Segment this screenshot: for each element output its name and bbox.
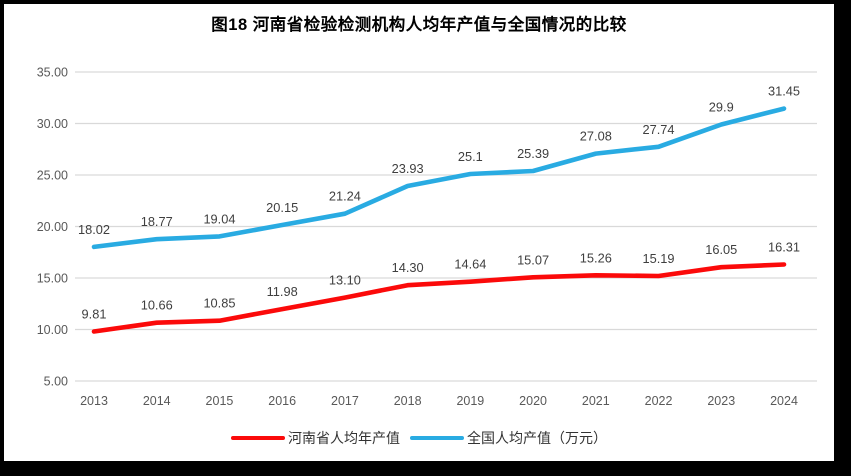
- y-tick-label: 30.00: [37, 117, 68, 131]
- data-label: 20.15: [266, 200, 298, 215]
- data-label: 21.24: [329, 189, 361, 204]
- x-tick-label: 2015: [206, 394, 234, 408]
- data-label: 29.9: [709, 100, 734, 115]
- data-label: 13.10: [329, 273, 361, 288]
- x-tick-label: 2020: [519, 394, 547, 408]
- data-label: 19.04: [203, 211, 235, 226]
- data-label: 18.02: [78, 222, 110, 237]
- y-tick-label: 35.00: [37, 66, 68, 80]
- legend-label-national: 全国人均产值（万元）: [467, 430, 607, 446]
- chart-title: 图18 河南省检验检测机构人均年产值与全国情况的比较: [211, 16, 627, 34]
- x-tick-label: 2019: [456, 394, 484, 408]
- data-label: 27.74: [643, 122, 675, 137]
- chart-legend: 河南省人均年产值 全国人均产值（万元）: [4, 427, 834, 449]
- data-label: 15.19: [643, 251, 675, 266]
- legend-item-henan: 河南省人均年产值: [231, 428, 400, 448]
- data-label: 25.1: [458, 149, 483, 164]
- series-line: [91, 106, 787, 250]
- data-label: 15.07: [517, 252, 549, 267]
- y-tick-label: 5.00: [44, 375, 68, 389]
- legend-line-national-icon: [410, 435, 464, 441]
- legend-item-national: 全国人均产值（万元）: [410, 428, 607, 448]
- data-label: 16.05: [705, 242, 737, 257]
- x-tick-label: 2021: [582, 394, 610, 408]
- data-label: 16.31: [768, 240, 800, 255]
- legend-line-henan-icon: [231, 435, 285, 441]
- x-tick-label: 2018: [394, 394, 422, 408]
- x-tick-label: 2017: [331, 394, 359, 408]
- data-label: 9.81: [82, 306, 107, 321]
- x-tick-label: 2013: [80, 394, 108, 408]
- y-tick-label: 20.00: [37, 220, 68, 234]
- x-tick-label: 2024: [770, 394, 798, 408]
- y-tick-label: 25.00: [37, 169, 68, 183]
- y-tick-label: 15.00: [37, 272, 68, 286]
- data-label: 10.85: [203, 296, 235, 311]
- series-line: [91, 262, 787, 334]
- data-label: 14.64: [454, 257, 486, 272]
- data-label: 25.39: [517, 146, 549, 161]
- x-tick-label: 2014: [143, 394, 171, 408]
- y-tick-label: 10.00: [37, 323, 68, 337]
- data-label: 10.66: [141, 298, 173, 313]
- data-label: 27.08: [580, 129, 612, 144]
- data-label: 31.45: [768, 84, 800, 99]
- data-label: 15.26: [580, 250, 612, 265]
- legend-label-henan: 河南省人均年产值: [288, 430, 400, 446]
- data-label: 18.77: [141, 214, 173, 229]
- x-tick-label: 2022: [645, 394, 673, 408]
- x-tick-label: 2023: [707, 394, 735, 408]
- data-label: 14.30: [392, 260, 424, 275]
- x-tick-label: 2016: [268, 394, 296, 408]
- data-label: 23.93: [392, 161, 424, 176]
- data-label: 11.98: [267, 284, 298, 299]
